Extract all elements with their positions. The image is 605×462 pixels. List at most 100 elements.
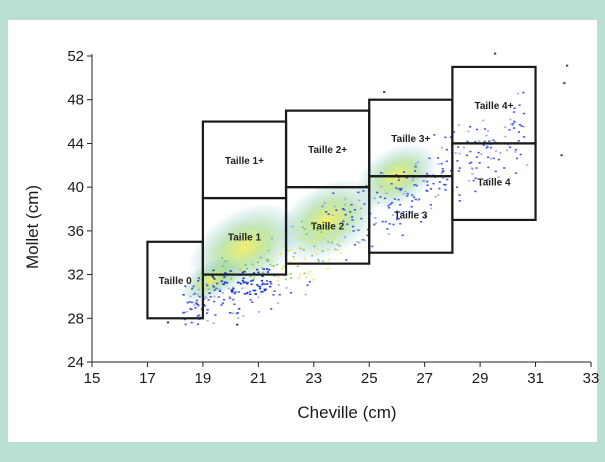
data-point <box>269 263 272 266</box>
data-point <box>504 126 507 128</box>
data-point <box>243 232 247 235</box>
data-point <box>387 206 391 209</box>
data-point <box>258 244 261 247</box>
data-point <box>351 216 354 218</box>
x-tick-label: 19 <box>195 370 212 387</box>
data-point <box>400 212 403 215</box>
data-point <box>269 280 272 283</box>
data-point <box>281 267 284 270</box>
data-point <box>300 220 303 223</box>
data-point <box>373 197 376 200</box>
y-axis-title: Mollet (cm) <box>23 185 42 269</box>
data-point <box>244 281 247 284</box>
data-point <box>246 291 249 294</box>
data-point <box>428 157 431 160</box>
data-point <box>322 260 325 263</box>
data-point <box>214 314 217 316</box>
data-point <box>217 296 220 298</box>
data-point <box>349 211 352 213</box>
data-point <box>438 187 441 190</box>
size-box-label: Taille 1 <box>228 232 262 243</box>
data-point <box>273 290 276 293</box>
data-point <box>488 140 491 142</box>
data-point <box>266 280 269 282</box>
data-point <box>465 154 469 157</box>
data-point <box>252 272 256 274</box>
data-point <box>337 249 340 251</box>
y-tick-label: 24 <box>67 354 84 371</box>
data-point <box>232 298 235 301</box>
data-point <box>277 284 280 286</box>
data-point <box>267 247 270 250</box>
data-point <box>291 225 294 228</box>
data-point <box>467 179 471 182</box>
data-point <box>436 157 440 159</box>
data-point <box>513 120 516 123</box>
data-point <box>261 283 264 286</box>
data-point <box>363 239 366 242</box>
data-point <box>227 287 230 290</box>
data-point <box>334 205 337 208</box>
data-point <box>256 261 260 264</box>
data-point <box>202 304 206 306</box>
data-point <box>212 269 215 272</box>
data-point <box>376 191 379 194</box>
data-point <box>482 144 485 146</box>
data-point <box>427 174 430 176</box>
data-point <box>511 124 514 127</box>
data-point <box>236 281 240 284</box>
data-point <box>269 285 272 288</box>
data-point <box>316 248 319 251</box>
data-point <box>203 275 206 277</box>
data-point <box>221 292 225 294</box>
data-point <box>445 148 449 151</box>
size-boxes: Taille 0 Taille 1 Taille 1+ Taille 2 Taille … <box>146 65 537 320</box>
data-point <box>497 176 500 178</box>
data-point <box>390 201 394 204</box>
data-point <box>351 225 355 228</box>
data-point <box>242 281 245 284</box>
data-point <box>311 242 314 245</box>
data-point <box>276 279 279 282</box>
data-point <box>257 264 261 267</box>
data-point <box>203 304 206 307</box>
data-point <box>298 237 301 240</box>
data-point <box>263 283 267 286</box>
data-point <box>272 293 275 296</box>
data-point <box>197 305 200 308</box>
data-point <box>522 112 526 115</box>
data-point <box>230 290 233 292</box>
data-point <box>229 270 232 272</box>
data-point <box>211 275 214 277</box>
data-point <box>195 302 198 305</box>
data-point <box>267 259 270 261</box>
data-point <box>457 146 460 148</box>
chart-frame: Taille 0 Taille 1 Taille 1+ Taille 2 Taille … <box>8 20 599 442</box>
data-point <box>222 298 226 301</box>
data-point <box>321 250 324 252</box>
data-point <box>432 174 435 176</box>
data-point <box>276 302 280 305</box>
data-point <box>317 260 321 262</box>
data-point <box>411 194 414 196</box>
data-point <box>308 280 312 283</box>
data-point <box>452 131 456 133</box>
data-point <box>395 174 398 176</box>
data-point <box>264 288 267 291</box>
data-point <box>238 281 241 284</box>
data-point <box>290 249 293 251</box>
data-point <box>189 307 192 310</box>
data-point <box>243 270 246 273</box>
data-point <box>260 279 264 282</box>
data-point <box>414 162 417 165</box>
data-point <box>239 268 242 271</box>
data-point <box>259 285 262 288</box>
data-point <box>220 280 223 282</box>
data-point <box>244 244 248 246</box>
data-point <box>440 162 443 165</box>
data-point <box>397 179 401 181</box>
data-point <box>237 317 240 319</box>
scatter-chart: Taille 0 Taille 1 Taille 1+ Taille 2 Taille … <box>23 48 599 422</box>
data-point <box>474 190 477 193</box>
data-point <box>196 315 199 317</box>
